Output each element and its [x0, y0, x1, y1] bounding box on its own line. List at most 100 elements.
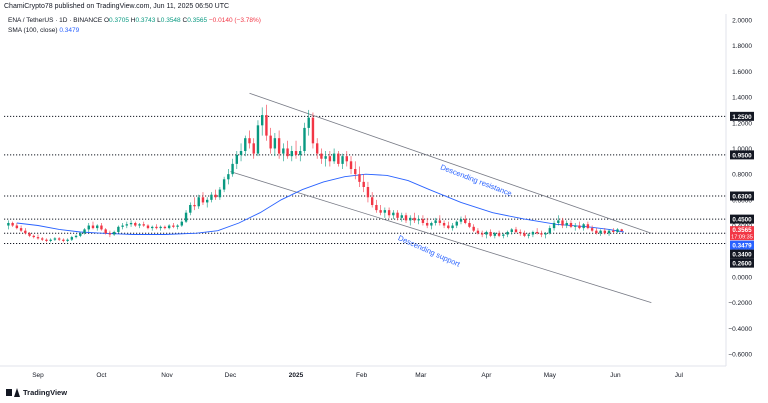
- candle-body: [172, 225, 175, 227]
- candle: [375, 199, 378, 213]
- candle: [447, 221, 450, 230]
- candle: [413, 212, 416, 223]
- candle: [252, 138, 255, 159]
- sma-row: SMA (100, close) 0.3479: [8, 26, 261, 36]
- candle: [337, 151, 340, 167]
- candle: [121, 222, 124, 230]
- candle: [409, 215, 412, 226]
- candle-body: [57, 238, 61, 240]
- candle-body: [193, 204, 196, 207]
- candle: [358, 166, 361, 187]
- price-level-label: 0.2600: [732, 261, 752, 268]
- candle-body: [421, 219, 425, 223]
- candle-body: [447, 225, 450, 229]
- candle-body: [96, 225, 99, 229]
- price-level-label-bg: [730, 111, 754, 121]
- y-tick-label: −0.6000: [728, 352, 752, 359]
- candle: [464, 215, 467, 225]
- candle-body: [565, 222, 568, 226]
- candle: [87, 222, 90, 232]
- candle-body: [53, 238, 57, 240]
- candle: [222, 176, 226, 193]
- candle-body: [235, 154, 239, 164]
- candle-body: [358, 174, 361, 182]
- candle-body: [400, 215, 403, 218]
- candle-body: [370, 197, 374, 205]
- candle: [599, 229, 602, 236]
- candle: [493, 231, 497, 239]
- candle-body: [265, 115, 268, 136]
- candle-body: [303, 127, 306, 152]
- current-price-bg: [730, 226, 754, 241]
- candle-body: [184, 212, 188, 222]
- candle: [282, 143, 285, 162]
- candle: [151, 225, 154, 231]
- candle-body: [430, 222, 433, 226]
- candle-body: [354, 169, 357, 175]
- candle-body: [320, 153, 323, 159]
- candle: [510, 228, 513, 235]
- candle-body: [472, 226, 475, 231]
- price-level-label: 0.6300: [732, 193, 752, 200]
- candle: [345, 151, 348, 167]
- candle-body: [252, 143, 255, 154]
- sma-axis-bg: [730, 240, 754, 250]
- candle-body: [595, 230, 598, 234]
- candle-body: [519, 231, 522, 234]
- candle: [231, 158, 234, 177]
- candle-body: [523, 233, 526, 236]
- candle-body: [218, 189, 222, 198]
- candle: [569, 220, 573, 229]
- ohlc-row: ENA / TetherUS · 1D · BINANCE O0.3705 H0…: [8, 16, 261, 26]
- price-level-label-bg: [730, 191, 754, 201]
- candle-body: [527, 234, 530, 236]
- candle-body: [290, 151, 293, 157]
- candle-body: [197, 197, 200, 207]
- candle: [307, 109, 310, 136]
- price-level-label-bg: [730, 249, 754, 259]
- price-level-label-bg: [730, 258, 754, 268]
- candle-body: [134, 222, 137, 226]
- candle: [311, 112, 315, 149]
- candle-body: [480, 233, 484, 235]
- candle-body: [214, 194, 217, 198]
- candle-body: [349, 161, 353, 170]
- x-axis[interactable]: Sep Oct Nov Dec 2025 Feb Mar Apr May Jun Jul: [0, 365, 726, 379]
- candle: [404, 212, 408, 223]
- candle-body: [239, 151, 243, 155]
- candle-body: [269, 135, 272, 149]
- candle-body: [375, 204, 378, 211]
- candle: [561, 217, 564, 229]
- candle-body: [125, 224, 129, 226]
- y-axis[interactable]: 2.0000 1.8000 1.6000 1.4000 1.2000 1.0000 0.80…: [725, 14, 754, 366]
- candle-body: [362, 181, 365, 187]
- candle-body: [337, 153, 340, 164]
- candle: [108, 230, 112, 238]
- candle: [442, 220, 446, 229]
- x-tick-label: 2025: [289, 372, 304, 379]
- candle-body: [438, 220, 442, 223]
- candle-body: [379, 210, 382, 213]
- candle-body: [201, 197, 205, 203]
- candle: [129, 220, 133, 227]
- y-tick-label: 1.8000: [732, 43, 752, 50]
- trendline-label: Descending resistance: [439, 162, 513, 198]
- candle-body: [167, 225, 171, 229]
- candle: [28, 231, 31, 238]
- candle-body: [49, 239, 52, 241]
- tradingview-logo-icon: [6, 388, 20, 397]
- candle-body: [535, 231, 539, 234]
- candle: [176, 224, 179, 230]
- y-tick-label: −0.4000: [728, 326, 752, 333]
- candle: [349, 156, 353, 175]
- candle-body: [11, 222, 14, 226]
- sma-axis-label: 0.3479: [732, 243, 752, 250]
- candle: [607, 229, 611, 236]
- high-label: H: [130, 17, 136, 24]
- candle: [142, 221, 145, 227]
- candle: [260, 107, 264, 136]
- candle: [96, 224, 99, 231]
- tradingview-footer[interactable]: TradingView: [6, 388, 67, 397]
- candle: [53, 237, 57, 241]
